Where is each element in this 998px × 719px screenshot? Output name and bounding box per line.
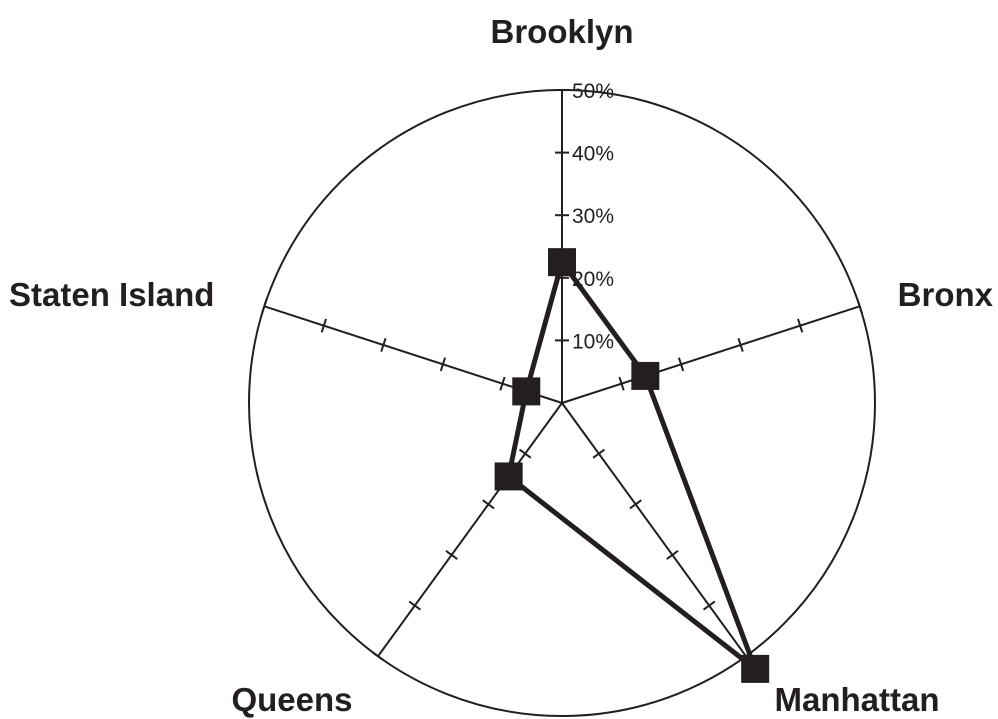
tick-bronx-50 <box>856 299 863 314</box>
tick-queens-40 <box>408 600 422 611</box>
axes-group <box>264 90 860 657</box>
tick-queens-50 <box>371 651 385 662</box>
tick-labels-group: 10% 20% 30% 40% 50% <box>572 80 614 353</box>
category-labels-group: Brooklyn Bronx Manhattan Queens Staten Islan… <box>9 13 994 718</box>
category-label-manhattan: Manhattan <box>775 681 940 718</box>
tick-staten-island-30 <box>380 338 387 352</box>
data-point-staten-island <box>512 377 541 406</box>
tick-manhattan-20 <box>629 499 642 510</box>
data-point-bronx <box>631 361 660 390</box>
series-line <box>506 259 758 672</box>
tick-manhattan-10 <box>592 448 606 459</box>
data-point-brooklyn <box>548 248 576 277</box>
ticks-group <box>261 89 863 662</box>
tick-staten-island-10 <box>499 376 506 391</box>
radial-tick-label: 20% <box>572 268 614 291</box>
axis-spoke-bronx <box>561 305 860 404</box>
radial-tick-label: 40% <box>572 143 614 166</box>
tick-staten-island-50 <box>261 299 268 314</box>
markers-group <box>494 248 770 683</box>
radial-tick-label: 10% <box>572 330 614 353</box>
tick-queens-20 <box>482 499 495 510</box>
tick-bronx-30 <box>737 338 744 352</box>
radial-tick-label: 50% <box>572 80 614 103</box>
axis-spoke-queens <box>377 402 563 657</box>
data-point-queens <box>494 462 523 491</box>
data-point-manhattan <box>741 654 770 683</box>
radial-tick-label: 30% <box>572 205 614 228</box>
tick-staten-island-20 <box>439 357 447 372</box>
tick-queens-30 <box>445 550 458 560</box>
category-label-bronx: Bronx <box>898 276 994 313</box>
tick-queens-10 <box>518 448 532 459</box>
tick-bronx-40 <box>797 318 804 333</box>
category-label-staten-island: Staten Island <box>9 276 214 313</box>
tick-bronx-10 <box>618 376 625 391</box>
category-label-brooklyn: Brooklyn <box>490 13 633 50</box>
series-group <box>506 259 758 672</box>
axis-spoke-manhattan <box>561 402 747 657</box>
tick-manhattan-40 <box>702 600 716 611</box>
tick-manhattan-30 <box>666 550 679 560</box>
tick-staten-island-40 <box>320 318 327 333</box>
category-label-queens: Queens <box>231 681 352 718</box>
tick-bronx-20 <box>677 357 685 372</box>
